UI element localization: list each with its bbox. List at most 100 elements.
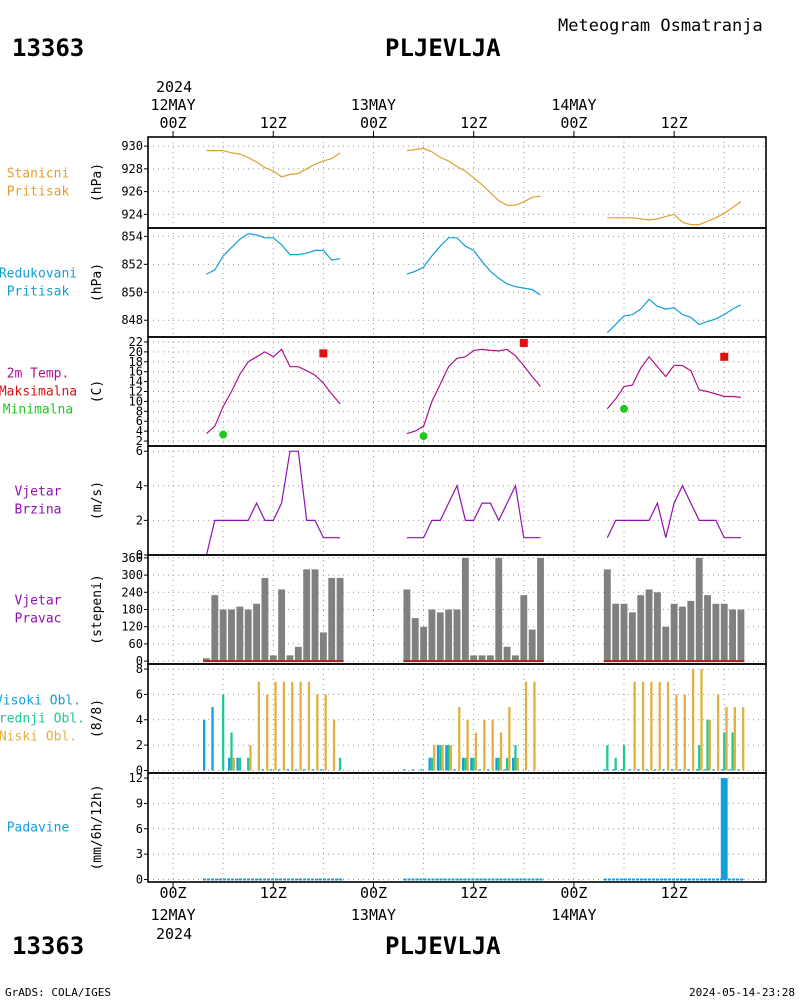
cloud-high-bar — [478, 769, 481, 771]
station-id-bottom: 13363 — [12, 932, 84, 960]
cloud-high-bar — [495, 757, 498, 771]
cloud-low-bar — [524, 681, 528, 771]
cloud-high-bar — [620, 769, 623, 771]
cloud-mid-bar — [723, 732, 726, 771]
cloud-high-bar — [286, 769, 289, 771]
cloud-low-bar — [725, 707, 728, 771]
series-label: Vjetar — [15, 485, 62, 500]
wind-direction-bar — [203, 658, 210, 662]
cloud-high-bar — [269, 769, 273, 771]
cloud-low-bar — [499, 732, 503, 771]
cloud-mid-bar — [247, 757, 250, 771]
series-line — [606, 355, 741, 410]
cloud-high-bar — [453, 769, 456, 771]
wind-direction-bar — [261, 577, 269, 662]
panel-wind-speed: 0 2 4 6 (m/s) Vjetar Brzina — [15, 444, 767, 562]
series-label: Visoki Obl. — [0, 694, 81, 709]
cloud-high-bar — [303, 769, 306, 771]
series-line — [206, 150, 341, 178]
cloud-low-bar — [717, 694, 720, 771]
header: 13363 PLJEVLJA Meteogram Osmatranja 2024 — [12, 16, 763, 96]
cloud-low-bar — [675, 694, 678, 771]
cloud-mid-bar — [338, 757, 342, 771]
y-tick-label: 4 — [136, 479, 143, 493]
footer: 2024 13363 PLJEVLJA GrADS: COLA/IGES 202… — [5, 925, 795, 999]
cloud-high-bar — [411, 769, 415, 771]
year-label-bottom: 2024 — [156, 925, 192, 943]
time-tick-label: 00Z — [360, 884, 387, 902]
cloud-low-bar — [257, 681, 260, 771]
cloud-high-bar — [628, 769, 632, 771]
series-line — [406, 237, 541, 296]
cloud-high-bar — [729, 769, 732, 771]
series-label: Pritisak — [7, 185, 70, 200]
cloud-high-bar — [720, 769, 724, 771]
cloud-low-bar — [691, 669, 695, 771]
cloud-high-bar — [420, 769, 423, 771]
cloud-low-bar — [307, 681, 311, 771]
day-label: 14MAY — [551, 96, 596, 114]
series-label: Maksimalna — [0, 385, 77, 400]
wind-direction-bar — [311, 569, 319, 662]
wind-direction-bar — [236, 606, 244, 662]
cloud-low-bar — [458, 707, 461, 771]
wind-direction-bar — [645, 589, 653, 662]
y-axis-label: (hPa) — [90, 263, 105, 302]
time-tick-label: 00Z — [160, 114, 187, 132]
y-tick-label: 2 — [136, 738, 143, 752]
year-label-top: 2024 — [156, 78, 192, 96]
cloud-mid-bar — [230, 732, 233, 771]
y-tick-label: 852 — [121, 257, 143, 271]
wind-direction-bar — [294, 646, 302, 662]
cloud-low-bar — [232, 757, 235, 771]
time-axis-bottom: 00Z 12Z 00Z 12Z 00Z 12Z 12MAY 13MAY 14MAY — [150, 882, 688, 924]
cloud-high-bar — [294, 769, 298, 771]
y-tick-label: 180 — [121, 603, 143, 617]
y-tick-label: 0 — [136, 872, 143, 886]
cloud-low-bar — [508, 707, 511, 771]
y-tick-label: 0 — [136, 548, 143, 562]
y-tick-label: 850 — [121, 285, 143, 299]
max-temp-marker — [720, 352, 729, 361]
cloud-low-bar — [274, 681, 277, 771]
cloud-high-bar — [687, 769, 690, 771]
y-tick-label: 926 — [121, 185, 143, 199]
y-tick-label: 9 — [136, 796, 143, 810]
wind-direction-bar — [737, 609, 745, 662]
y-tick-label: 12 — [129, 385, 143, 399]
min-temp-marker — [620, 404, 629, 413]
panel-wind-direction: 0 60 120 180 240 300 360 (stepeni) Vjetar Pravac — [15, 551, 767, 668]
cloud-mid-bar — [439, 745, 442, 771]
time-tick-label: 12Z — [460, 884, 487, 902]
max-temp-marker — [519, 338, 528, 347]
cloud-high-bar — [603, 769, 607, 771]
wind-direction-bar — [461, 557, 469, 662]
y-tick-label: 4 — [136, 713, 143, 727]
cloud-low-bar — [658, 681, 661, 771]
cloud-low-bar — [433, 745, 436, 771]
day-label: 12MAY — [150, 96, 195, 114]
cloud-mid-bar — [238, 757, 242, 771]
y-tick-label: 300 — [121, 568, 143, 582]
wind-direction-bar — [695, 557, 703, 662]
wind-direction-bar — [470, 655, 478, 662]
wind-direction-bar — [478, 655, 486, 662]
cloud-high-bar — [436, 745, 440, 771]
wind-direction-bar — [486, 655, 494, 662]
product-title: Meteogram Osmatranja — [558, 16, 763, 36]
wind-direction-bar — [537, 557, 544, 662]
cloud-low-bar — [299, 681, 302, 771]
series-label: Stanicni — [7, 167, 70, 182]
cloud-low-bar — [633, 681, 636, 771]
cloud-low-bar — [666, 681, 670, 771]
time-axis-top: 00Z 12Z 00Z 12Z 00Z 12Z 12MAY 13MAY 14MAY — [150, 96, 688, 137]
wind-direction-bar — [319, 632, 327, 662]
panel-clouds: 0 2 4 6 8 (8/8) Visoki Obl. Srednji Obl. Niski O… — [0, 662, 767, 777]
y-axis-label: (8/8) — [90, 699, 105, 738]
wind-direction-bar — [654, 592, 661, 662]
y-tick-label: 360 — [121, 551, 143, 565]
time-tick-label: 12Z — [260, 114, 287, 132]
wind-direction-bar — [670, 603, 678, 662]
wind-direction-bar — [278, 589, 286, 662]
